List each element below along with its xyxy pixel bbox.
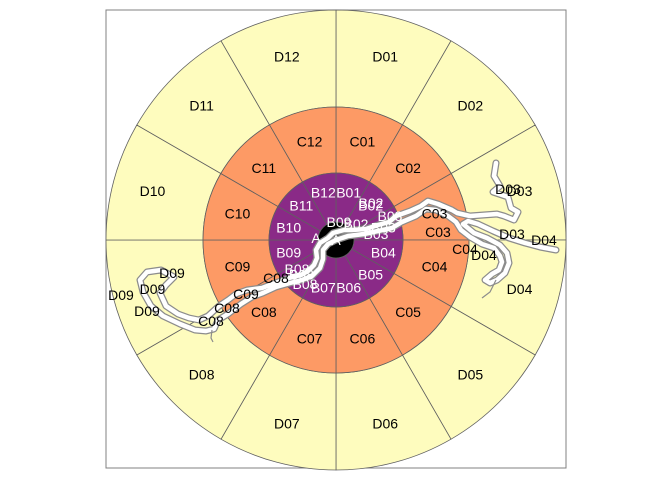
river-zone-label: D09	[159, 265, 185, 281]
zone-label-b01: B01	[336, 185, 361, 201]
zone-label-b08: B08	[289, 267, 314, 283]
zone-label-b12: B12	[311, 185, 336, 201]
zone-label-d12: D12	[274, 48, 300, 64]
zone-label-c03: C03	[422, 206, 448, 222]
river-fill	[137, 160, 559, 334]
zone-label-c01: C01	[350, 133, 376, 149]
river-tributary	[481, 279, 497, 299]
river-zone-label: D04	[471, 247, 497, 263]
river-zone-label: C03	[425, 224, 451, 240]
zone-label-c07: C07	[297, 331, 323, 347]
zone-label-b11: B11	[289, 197, 313, 213]
river-label-layer: B02 B03 B08 B09 B02 B03 B08 C03 C04 C08 …	[108, 181, 557, 329]
zone-label-b10: B10	[276, 219, 301, 235]
zone-label-d01: D01	[372, 48, 398, 64]
river-zone-label: B08	[285, 261, 310, 277]
zone-label-c02: C02	[395, 160, 421, 176]
river-zone-label: A	[311, 230, 321, 246]
river-zone-label: C09	[233, 286, 259, 302]
zone-label-d03: D03	[507, 183, 533, 199]
zone-label-c05: C05	[395, 304, 421, 320]
river-zone-label: D04	[531, 232, 557, 248]
zone-layer	[105, 9, 567, 471]
zone-label-b04: B04	[371, 245, 396, 261]
zone-label-d09: D09	[140, 281, 166, 297]
zone-label-d05: D05	[458, 366, 484, 382]
river-zone-label: D09	[108, 287, 134, 303]
river-zone-label: C08	[263, 270, 289, 286]
zone-label-d07: D07	[274, 416, 300, 432]
river-zone-label: B03	[378, 208, 403, 224]
zone-label-b03: B03	[371, 219, 396, 235]
zone-label-b07: B07	[311, 279, 336, 295]
zone-label-b06: B06	[336, 279, 361, 295]
zone-label-d08: D08	[189, 366, 215, 382]
zone-label-b02: B02	[358, 197, 383, 213]
zone-label-c11: C11	[252, 160, 277, 176]
zone-label-d10: D10	[140, 183, 166, 199]
zone-label-b09: B09	[276, 245, 301, 261]
zone-label-c04: C04	[422, 258, 448, 274]
zone-label-layer: D01D02D03D04D05D06D07D08D09D10D11D12C01C…	[140, 48, 533, 431]
zone-label-c12: C12	[297, 133, 323, 149]
river-zone-label: D09	[134, 303, 160, 319]
river-zone-label: B02	[359, 195, 384, 211]
zone-label-d02: D02	[458, 98, 484, 114]
river-zone-label: B02	[344, 216, 369, 232]
zone-label-c08: C08	[251, 304, 277, 320]
zone-label-d04: D04	[507, 281, 533, 297]
river-layer	[136, 159, 560, 343]
river-zone-label: C04	[452, 241, 478, 257]
river-zone-label: C08	[198, 313, 224, 329]
zone-label-d11: D11	[189, 98, 214, 114]
zone-label-c10: C10	[225, 206, 251, 222]
zone-label-c06: C06	[350, 331, 376, 347]
zone-label-d06: D06	[372, 416, 398, 432]
zone-label-b05: B05	[358, 267, 383, 283]
river-zone-label: B03	[364, 226, 389, 242]
river-zone-label: D03	[499, 226, 525, 242]
river-zone-label: B08	[293, 276, 318, 292]
river-zone-label: C08	[214, 300, 240, 316]
river-zone-label: D03	[495, 181, 521, 197]
zone-label-a: A	[331, 232, 341, 248]
river-zone-label: B09	[327, 214, 352, 230]
zone-label-c09: C09	[225, 258, 251, 274]
river-tributary	[210, 329, 214, 343]
